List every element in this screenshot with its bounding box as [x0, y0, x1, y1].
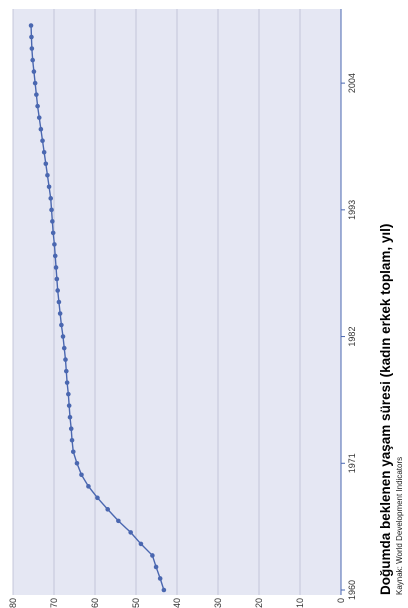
data-point	[61, 345, 67, 351]
y-tick-label: 80	[8, 598, 18, 608]
data-point	[28, 23, 34, 28]
data-point	[40, 138, 45, 144]
y-tick-label: 40	[172, 598, 182, 608]
data-point	[34, 92, 39, 97]
data-point	[50, 230, 56, 236]
data-point	[29, 46, 35, 51]
data-point	[59, 322, 64, 328]
y-tick-label: 0	[336, 598, 346, 603]
y-axis-ticks: 0 10 20 30 40 50 60 70 80	[8, 598, 346, 608]
data-point	[36, 115, 42, 120]
x-tick-label: 1960	[347, 580, 357, 600]
data-point	[45, 172, 50, 178]
data-point	[49, 207, 54, 213]
y-tick-label: 30	[213, 598, 223, 608]
data-point	[32, 80, 38, 86]
data-point	[157, 576, 163, 581]
x-tick-label: 1993	[347, 200, 357, 220]
data-point	[70, 449, 76, 455]
data-point	[116, 518, 121, 524]
data-point	[41, 149, 47, 155]
data-point	[46, 184, 52, 190]
data-point	[66, 391, 71, 397]
x-axis-ticks: 1960 1971 1982 1993 2004	[340, 9, 357, 600]
data-point	[86, 484, 91, 489]
data-point	[55, 288, 60, 293]
x-tick-label: 2004	[347, 73, 357, 93]
chart-source: Kaynak: World Development Indicators	[395, 457, 404, 595]
data-point	[57, 311, 63, 316]
data-point	[153, 564, 159, 570]
data-point	[66, 403, 72, 408]
data-point	[68, 426, 74, 432]
y-tick-label: 10	[295, 598, 305, 608]
data-point	[52, 242, 57, 247]
y-tick-label: 50	[131, 598, 141, 608]
data-point	[29, 34, 34, 40]
data-point	[105, 507, 111, 512]
data-point	[43, 161, 49, 167]
data-point	[150, 553, 155, 558]
series-line	[28, 23, 167, 593]
data-point	[138, 541, 144, 547]
data-point	[69, 437, 75, 443]
data-point	[161, 587, 167, 593]
data-point	[60, 334, 66, 339]
data-point	[95, 495, 100, 501]
data-point	[52, 253, 58, 259]
data-point	[64, 368, 69, 374]
data-point	[50, 219, 55, 224]
y-tick-label: 70	[49, 598, 59, 608]
data-point	[74, 460, 80, 466]
data-point	[54, 276, 60, 282]
data-point	[38, 126, 44, 132]
y-tick-label: 60	[90, 598, 100, 608]
data-point	[48, 196, 54, 201]
y-tick-label: 20	[254, 598, 264, 608]
x-tick-label: 1982	[347, 327, 357, 347]
data-point	[30, 57, 35, 63]
data-point	[63, 357, 68, 362]
data-point	[79, 472, 84, 478]
data-point	[53, 265, 59, 270]
data-point	[67, 414, 73, 420]
chart-title: Doğumda beklenen yaşam süresi (kadın erk…	[378, 224, 393, 595]
data-point	[64, 380, 70, 385]
data-point	[128, 530, 133, 535]
data-point	[31, 69, 37, 74]
data-point	[56, 299, 62, 305]
x-tick-label: 1971	[347, 453, 357, 473]
data-point	[35, 103, 40, 109]
